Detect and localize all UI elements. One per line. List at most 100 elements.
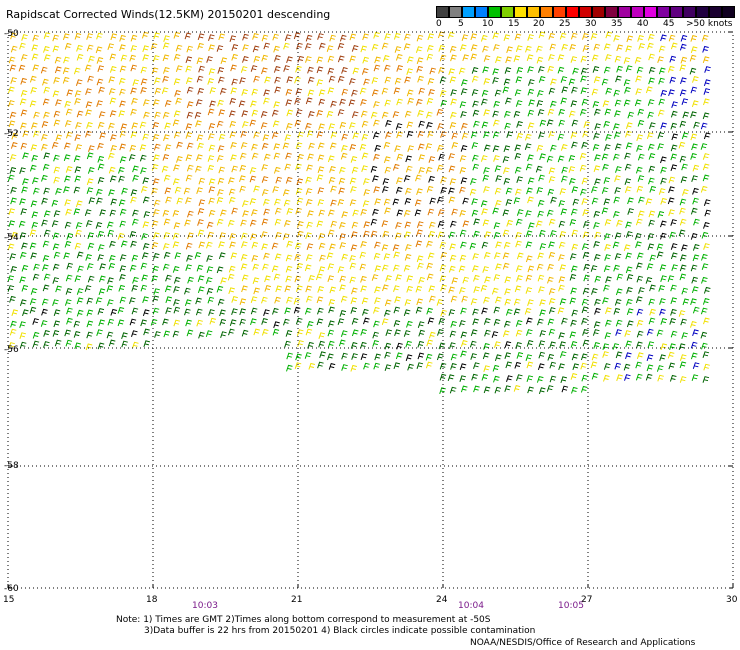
wind-barb — [416, 98, 423, 106]
wind-barb — [483, 318, 491, 325]
wind-barb — [130, 196, 137, 204]
wind-barb — [282, 189, 290, 197]
wind-barb — [172, 210, 180, 217]
wind-barb — [98, 111, 106, 118]
wind-barb — [283, 199, 291, 207]
wind-barb — [514, 144, 522, 152]
wind-barb — [537, 318, 544, 326]
wind-barb — [382, 230, 389, 238]
wind-barb — [261, 318, 268, 325]
wind-barb — [603, 363, 611, 370]
wind-barb — [689, 67, 697, 75]
wind-barb — [658, 67, 666, 75]
wind-barb — [33, 263, 40, 271]
wind-barb — [351, 317, 359, 325]
wind-barb — [659, 354, 666, 362]
wind-barb — [53, 77, 60, 84]
wind-barb — [536, 100, 544, 107]
wind-barb — [393, 306, 401, 314]
wind-barb — [96, 57, 104, 64]
wind-barb — [548, 288, 556, 295]
wind-barb — [318, 89, 326, 97]
wind-barb — [339, 310, 347, 317]
wind-barb — [20, 109, 28, 117]
legend-label: >50 knots — [686, 19, 733, 29]
wind-barb — [681, 98, 689, 105]
wind-barb — [623, 79, 631, 86]
wind-barb — [350, 307, 358, 314]
wind-barb — [470, 329, 478, 337]
wind-barb — [360, 341, 367, 349]
wind-barb — [635, 296, 643, 304]
wind-barb — [42, 240, 50, 248]
wind-barb — [64, 142, 71, 150]
wind-barb — [403, 43, 411, 51]
wind-barb — [547, 318, 555, 326]
wind-barb — [538, 66, 545, 73]
wind-barb — [41, 134, 48, 141]
wind-barb — [273, 273, 281, 281]
wind-barb — [656, 329, 664, 337]
wind-barb — [592, 66, 600, 73]
wind-barb — [615, 351, 623, 359]
wind-barb — [230, 87, 238, 95]
wind-barb — [208, 197, 215, 205]
wind-barb — [176, 141, 183, 149]
wind-barb — [514, 89, 522, 96]
wind-barb — [349, 144, 357, 151]
wind-barb — [240, 130, 248, 138]
wind-barb — [692, 187, 699, 195]
wind-barb — [473, 230, 480, 238]
wind-barb — [539, 119, 547, 127]
wind-barb — [139, 144, 147, 152]
wind-barb — [110, 308, 118, 316]
wind-barb — [668, 89, 675, 97]
wind-barb — [693, 218, 700, 226]
wind-barb — [538, 286, 545, 293]
wind-barb — [32, 34, 39, 42]
wind-barb — [173, 78, 181, 86]
wind-barb — [690, 153, 697, 160]
wind-barb — [691, 276, 698, 284]
wind-barb — [416, 221, 424, 228]
wind-barb — [217, 298, 225, 306]
wind-barb — [317, 307, 324, 315]
wind-barb — [483, 55, 491, 62]
wind-barb — [231, 207, 238, 215]
wind-barb — [286, 352, 293, 360]
wind-barb — [307, 210, 314, 218]
wind-barb — [316, 110, 323, 117]
wind-barb — [538, 340, 546, 347]
wind-barb — [392, 198, 400, 206]
wind-barb — [285, 275, 292, 283]
wind-barb — [372, 208, 379, 216]
wind-barb — [515, 100, 523, 107]
legend-swatch — [605, 6, 618, 18]
wind-barb — [648, 177, 655, 185]
wind-barb — [340, 330, 348, 337]
wind-barb — [572, 363, 580, 371]
wind-barb — [317, 166, 325, 174]
wind-barb — [514, 285, 522, 293]
wind-barb — [527, 177, 535, 185]
wind-barb — [164, 100, 172, 107]
wind-barb — [86, 297, 94, 305]
wind-barb — [308, 362, 316, 370]
wind-barb — [558, 332, 565, 340]
wind-barb — [459, 320, 466, 327]
wind-barb — [218, 33, 225, 41]
wind-barb — [383, 141, 391, 149]
wind-barb — [373, 153, 380, 161]
wind-barb — [52, 299, 59, 306]
wind-barb — [195, 165, 202, 173]
wind-barb — [240, 142, 248, 149]
wind-barb — [461, 79, 468, 87]
wind-barb — [428, 331, 436, 339]
wind-barb — [405, 155, 412, 163]
wind-barb — [679, 89, 687, 97]
wind-barb — [240, 219, 247, 227]
wind-barb — [383, 64, 391, 72]
wind-barb — [613, 264, 620, 272]
wind-barb — [395, 186, 403, 194]
wind-barb — [239, 175, 246, 183]
